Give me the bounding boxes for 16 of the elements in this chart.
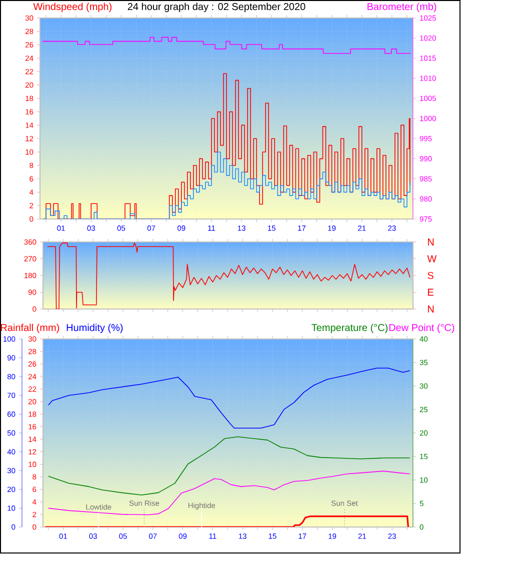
- text: S: [428, 272, 434, 280]
- y2-axis-title: Barometer (mb): [368, 2, 436, 12]
- line-series: [46, 242, 410, 309]
- line-series: [44, 516, 410, 527]
- y2-axis-title: Temperature (°C): [312, 324, 388, 334]
- text: N: [428, 238, 434, 246]
- line-series: [48, 470, 410, 516]
- text: W: [427, 255, 437, 262]
- text: Dew Point (°C): [389, 324, 454, 334]
- text: E: [428, 288, 434, 296]
- chart-title: 24 hour graph day : 02 September 2020: [128, 2, 306, 12]
- y-axis-title: Rainfall (mm): [1, 324, 60, 334]
- y-axis-title: Windspeed (mph): [33, 2, 112, 12]
- y3-axis-title: Humidity (%): [66, 324, 123, 334]
- text: N: [428, 306, 434, 312]
- line-series: [48, 436, 410, 496]
